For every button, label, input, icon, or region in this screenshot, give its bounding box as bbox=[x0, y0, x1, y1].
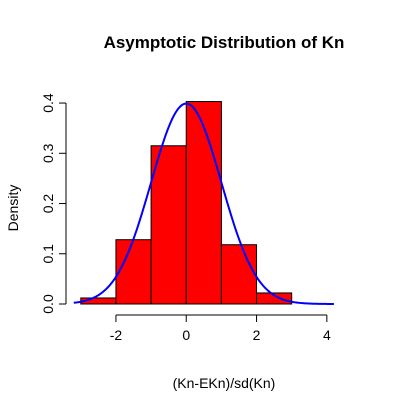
histogram-bar-2 bbox=[150, 145, 187, 305]
y-axis: 0.0 0.1 0.2 0.3 0.4 bbox=[40, 93, 67, 314]
x-tick-label-4: 4 bbox=[323, 327, 331, 343]
y-tick-label-0: 0.0 bbox=[40, 294, 56, 314]
histogram-bar-3 bbox=[185, 101, 222, 305]
chart-title: Asymptotic Distribution of Kn bbox=[104, 33, 345, 52]
y-tick-label-0.2: 0.2 bbox=[40, 194, 56, 214]
x-axis: -2 0 2 4 bbox=[110, 314, 331, 343]
histogram-bar-5 bbox=[256, 292, 293, 305]
x-tick-label-2: 2 bbox=[253, 327, 261, 343]
density-curve bbox=[73, 102, 334, 305]
x-tick-label--2: -2 bbox=[110, 327, 123, 343]
y-tick-label-0.1: 0.1 bbox=[40, 244, 56, 264]
histogram-bar-4 bbox=[220, 244, 258, 305]
y-tick-label-0.3: 0.3 bbox=[40, 143, 56, 163]
y-axis-label: Density bbox=[5, 185, 21, 232]
x-tick-label-0: 0 bbox=[182, 327, 190, 343]
x-axis-label: (Kn-EKn)/sd(Kn) bbox=[173, 375, 276, 391]
histogram-bar-1 bbox=[115, 239, 152, 305]
histogram-bars bbox=[80, 101, 293, 305]
y-tick-label-0.4: 0.4 bbox=[40, 93, 56, 113]
